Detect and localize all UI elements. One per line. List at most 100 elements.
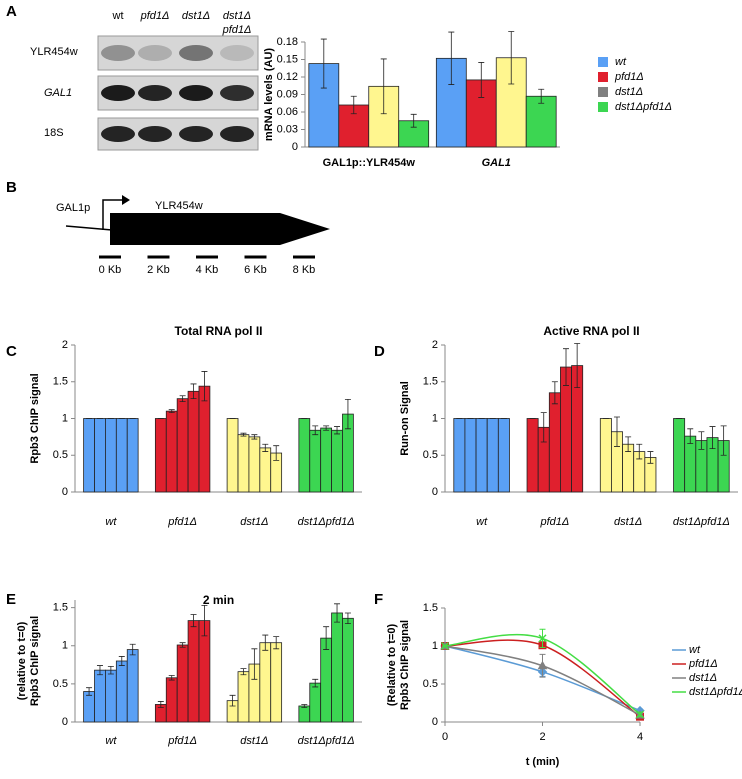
y-tick-label: 0 bbox=[62, 716, 68, 728]
bar bbox=[526, 418, 539, 493]
bar bbox=[237, 434, 250, 493]
lane-label: dst1Δ bbox=[223, 10, 251, 22]
bar bbox=[298, 705, 311, 723]
error-bar bbox=[179, 395, 186, 402]
bar bbox=[475, 418, 488, 493]
error-bar bbox=[262, 443, 269, 452]
x-tick-label: dst1Δ bbox=[240, 516, 268, 528]
bar bbox=[94, 418, 106, 493]
bar bbox=[126, 418, 139, 493]
x-tick-label: wt bbox=[476, 516, 488, 528]
panel-label: D bbox=[374, 343, 385, 360]
error-bar bbox=[168, 409, 175, 414]
error-bar bbox=[118, 656, 125, 666]
x-tick-label: dst1Δpfd1Δ bbox=[298, 516, 355, 528]
legend-label: dst1Δ bbox=[615, 86, 643, 98]
y-axis-label: Run-on Signal bbox=[399, 381, 411, 456]
marker bbox=[635, 710, 645, 719]
error-bar bbox=[240, 432, 247, 437]
error-bar bbox=[190, 614, 197, 628]
x-tick-label: 2 bbox=[539, 731, 545, 743]
lane-label: dst1Δ bbox=[182, 10, 210, 22]
bar bbox=[320, 427, 332, 493]
panel-label: E bbox=[6, 591, 16, 608]
chart-title: 2 min bbox=[203, 593, 234, 607]
bar bbox=[486, 418, 499, 493]
y-tick-label: 1.5 bbox=[423, 376, 438, 388]
error-bar bbox=[344, 612, 351, 625]
error-bar bbox=[410, 113, 417, 128]
x-tick-label: pfd1Δ bbox=[167, 516, 197, 528]
upstream-line bbox=[65, 225, 113, 231]
y-tick-label: 0.03 bbox=[277, 123, 298, 135]
bar bbox=[176, 644, 189, 723]
legend-label: dst1Δpfd1Δ bbox=[615, 101, 672, 113]
x-axis-label: t (min) bbox=[526, 756, 560, 768]
blot bbox=[97, 35, 259, 151]
error-bar bbox=[636, 443, 643, 460]
error-bar bbox=[709, 426, 716, 450]
error-bar bbox=[613, 416, 620, 447]
blot-band bbox=[101, 85, 135, 101]
x-tick-label: dst1Δ bbox=[614, 516, 642, 528]
marker bbox=[537, 660, 548, 670]
error-bar bbox=[720, 425, 727, 456]
promoter-arrow bbox=[102, 199, 122, 230]
y-tick-label: 0.09 bbox=[277, 88, 298, 100]
line bbox=[444, 639, 641, 718]
error-bar bbox=[273, 636, 280, 650]
legend-label: pfd1Δ bbox=[688, 658, 718, 670]
y-tick-label: 0.5 bbox=[53, 678, 68, 690]
row-label: 18S bbox=[44, 127, 64, 139]
scale-label: 8 Kb bbox=[293, 264, 316, 276]
bar bbox=[673, 418, 686, 493]
x-tick-label: 0 bbox=[442, 731, 448, 743]
bar bbox=[342, 617, 354, 723]
promoter-arrow-head bbox=[122, 195, 130, 205]
bar bbox=[309, 682, 322, 723]
error-bar bbox=[323, 425, 330, 431]
error-bar bbox=[508, 31, 515, 85]
gene-diagram: GAL1p YLR454w 0 Kb 2 Kb 4 Kb 6 Kb 8 Kb bbox=[56, 195, 330, 276]
bar bbox=[115, 660, 128, 723]
error-bar bbox=[380, 58, 387, 115]
legend-swatch bbox=[598, 57, 608, 67]
y-tick-label: 0.5 bbox=[53, 449, 68, 461]
bar bbox=[259, 447, 272, 493]
x-tick-label: pfd1Δ bbox=[167, 735, 197, 747]
error-bar bbox=[625, 436, 632, 452]
bar bbox=[83, 418, 95, 493]
y-axis-label: mRNA levels (AU) bbox=[263, 48, 275, 141]
error-bar bbox=[334, 426, 341, 435]
lane-label: pfd1Δ bbox=[140, 10, 170, 22]
y-tick-label: 1 bbox=[432, 412, 438, 424]
y-tick-label: 2 bbox=[62, 339, 68, 351]
scale-label: 6 Kb bbox=[244, 264, 267, 276]
y-tick-label: 0.18 bbox=[277, 36, 298, 48]
error-bar bbox=[538, 88, 545, 104]
y-axis-label: (Relative to t=0) bbox=[386, 624, 398, 707]
error-bar bbox=[647, 451, 654, 464]
x-tick-label: dst1Δpfd1Δ bbox=[298, 735, 355, 747]
y-tick-label: 2 bbox=[432, 339, 438, 351]
error-bar bbox=[168, 675, 175, 681]
bar bbox=[165, 410, 178, 493]
error-bar bbox=[551, 381, 558, 405]
bar bbox=[599, 418, 612, 493]
y-tick-label: 1.5 bbox=[423, 602, 438, 614]
error-bar bbox=[563, 348, 570, 386]
y-axis-label: (relative to t=0) bbox=[16, 621, 28, 700]
bar bbox=[176, 398, 189, 493]
error-bar bbox=[574, 343, 581, 389]
marker bbox=[440, 641, 450, 651]
x-tick-label: 4 bbox=[637, 731, 643, 743]
gene-label: YLR454w bbox=[155, 200, 203, 212]
bar bbox=[259, 642, 272, 723]
panel-label: C bbox=[6, 343, 17, 360]
blot-band bbox=[220, 45, 254, 61]
y-tick-label: 1 bbox=[62, 640, 68, 652]
gene-body bbox=[110, 213, 330, 245]
y-tick-label: 1.5 bbox=[53, 602, 68, 614]
bar bbox=[198, 385, 211, 493]
